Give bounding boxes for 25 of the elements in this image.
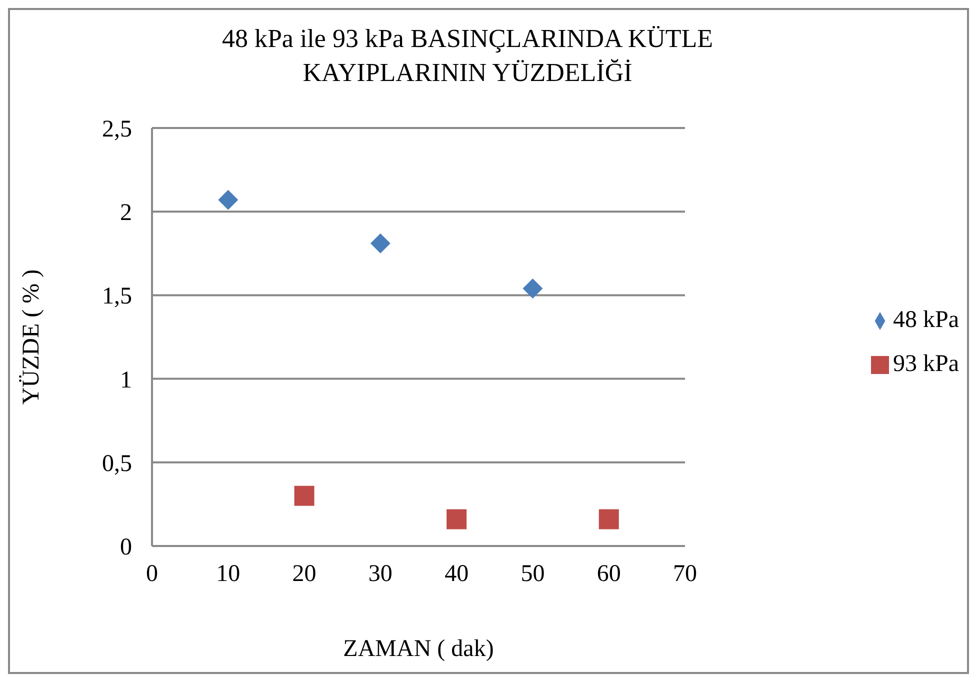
point (446, 509, 467, 530)
x-tick-label: 50 (520, 561, 545, 588)
y-tick-label: 0 (120, 534, 132, 561)
y-axis-title: YÜZDE ( % ) (18, 269, 45, 405)
legend-label: 48 kPa (893, 307, 959, 333)
y-tick-label: 1,5 (102, 284, 132, 310)
x-tick-label: 0 (146, 561, 158, 588)
x-tick-label: 30 (368, 561, 392, 588)
y-tick-label: 0,5 (102, 450, 132, 477)
x-tick-label: 60 (596, 561, 621, 588)
x-tick-label: 10 (216, 561, 240, 588)
y-tick-label: 2 (120, 200, 132, 226)
x-tick-label: 40 (444, 561, 469, 588)
point (294, 486, 314, 506)
x-tick-label: 20 (292, 561, 316, 588)
point (370, 233, 390, 254)
point (522, 278, 543, 299)
point (598, 509, 619, 530)
legend-label: 93 kPa (893, 351, 959, 377)
x-tick-label: 70 (673, 561, 697, 588)
chart-title: 48 kPa ile 93 kPa BASINÇLARINDA KÜTLE KAYIPLARININ YÜZDELİĞİ (220, 23, 714, 89)
point (218, 190, 238, 210)
x-axis-title: ZAMAN ( dak) (343, 636, 494, 662)
y-tick-label: 2,5 (102, 116, 132, 143)
y-tick-label: 1 (120, 367, 132, 394)
